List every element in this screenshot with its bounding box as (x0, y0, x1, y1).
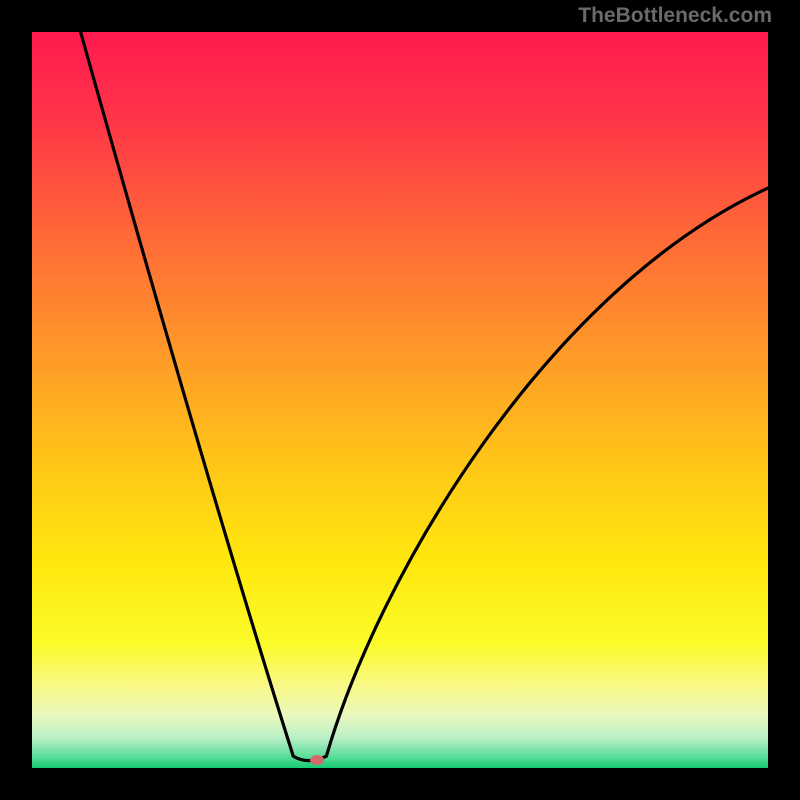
minimum-marker (310, 755, 324, 765)
plot-area (32, 32, 768, 768)
curve-svg (32, 32, 768, 768)
watermark-text: TheBottleneck.com (578, 4, 772, 28)
v-curve-path (81, 32, 768, 761)
